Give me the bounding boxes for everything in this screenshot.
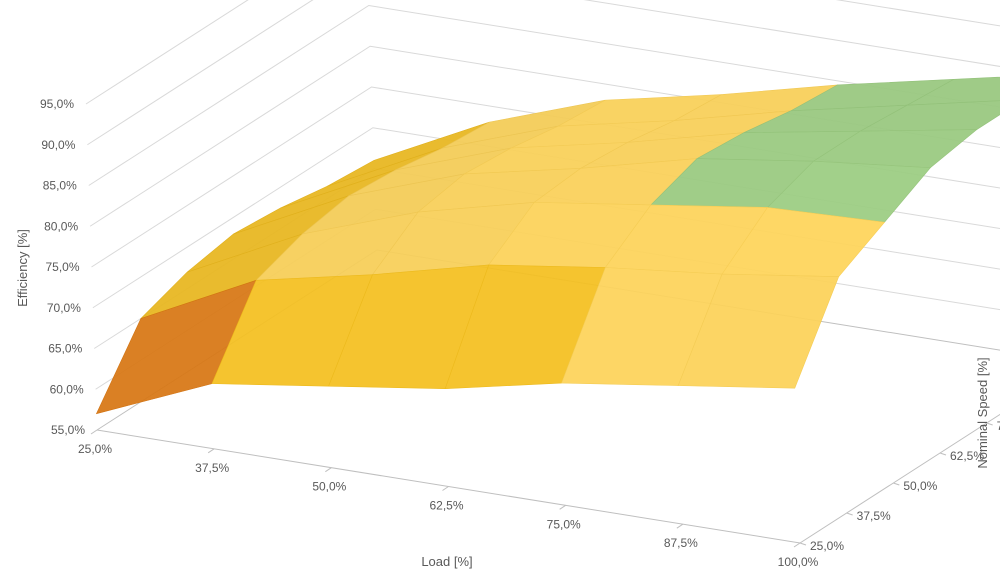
y-tick: [799, 542, 807, 546]
z-tick-label: 70,0%: [47, 301, 81, 315]
z-gridline: [88, 4, 1000, 186]
y-tick: [986, 422, 993, 426]
z-tick-label: 60,0%: [50, 382, 84, 396]
y-tick: [893, 482, 900, 486]
x-tick: [325, 467, 332, 473]
x-tick: [676, 523, 684, 529]
y-axis-title: Nominal Speed [%]: [975, 357, 990, 468]
x-tick-label: 87,5%: [664, 536, 698, 550]
tick-labels: 55,0% 60,0% 65,0% 70,0% 75,0% 80,0% 85,0% 90,0%…: [40, 97, 1000, 569]
z-gridline: [87, 0, 1000, 146]
x-tick-label: 75,0%: [547, 517, 581, 531]
y-tick: [939, 452, 947, 456]
x-tick-label: 37,5%: [195, 461, 229, 475]
z-tick-label: 95,0%: [40, 97, 74, 111]
y-tick-label: 62,5%: [950, 449, 984, 463]
z-tick-label: 65,0%: [48, 342, 82, 356]
surface: [95, 76, 1000, 415]
x-tick: [442, 486, 449, 491]
x-tick: [207, 448, 215, 454]
z-tick-label: 90,0%: [41, 138, 75, 152]
z-tick-label: 55,0%: [51, 423, 85, 437]
x-axis-title: Load [%]: [421, 554, 472, 569]
y-tick-label: 37,5%: [857, 509, 891, 523]
z-tick-label: 80,0%: [44, 219, 78, 233]
surface-patch: [677, 273, 840, 389]
y-tick-label: 25,0%: [810, 539, 844, 553]
x-tick-label: 62,5%: [429, 499, 463, 513]
x-tick: [793, 542, 801, 548]
x-tick-label: 25,0%: [78, 442, 112, 456]
z-tick-label: 75,0%: [45, 260, 79, 274]
y-tick-label: 75,0%: [997, 419, 1000, 433]
z-gridline: [85, 0, 1000, 105]
x-tick: [559, 504, 566, 510]
x-tick-label: 100,0%: [778, 555, 819, 569]
z-tick-label: 85,0%: [43, 179, 77, 193]
x-tick: [90, 429, 98, 435]
x-tick-label: 50,0%: [312, 480, 346, 494]
y-tick: [846, 512, 853, 516]
z-axis-title: Efficiency [%]: [15, 229, 30, 307]
y-tick-label: 50,0%: [903, 479, 937, 493]
